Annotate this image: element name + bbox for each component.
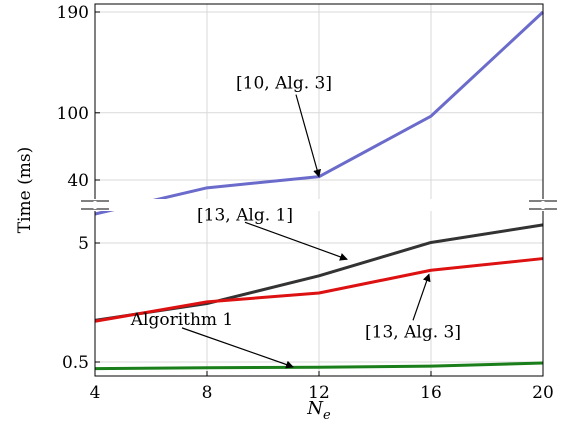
annotation-arrow <box>181 327 294 369</box>
x-tick-label: 20 <box>532 383 554 403</box>
x-tick-label: 12 <box>308 383 330 403</box>
annotation-label: [13, Alg. 3] <box>365 322 461 342</box>
annotation-label: [13, Alg. 1] <box>197 205 293 225</box>
y-tick-label: 0.5 <box>62 353 89 373</box>
y-tick-label: 5 <box>78 234 89 254</box>
x-axis-label-main: N <box>306 398 324 419</box>
x-tick-label: 8 <box>202 383 213 403</box>
x-tick-label: 4 <box>90 383 101 403</box>
annotation-label: Algorithm 1 <box>130 310 234 330</box>
x-axis-label-subscript: e <box>323 408 331 423</box>
axis-break-marks <box>81 199 557 211</box>
series-line-3 <box>94 361 544 371</box>
annotation-arrow <box>244 221 348 261</box>
annotation-arrow <box>295 94 321 178</box>
x-tick-label: 16 <box>420 383 442 403</box>
y-tick-label: 40 <box>67 171 89 191</box>
series-lines <box>94 10 545 371</box>
y-tick-label: 190 <box>57 3 89 23</box>
x-axis-label: Ne <box>306 398 331 423</box>
series-line-2 <box>94 257 544 323</box>
annotation-label: [10, Alg. 3] <box>236 74 332 94</box>
axis-break-gap <box>94 199 544 211</box>
y-axis-label: Time (ms) <box>15 147 35 233</box>
annotations: [10, Alg. 3] [13, Alg. 1] [13, Alg. 3] Algo… <box>130 74 461 369</box>
tick-labels: 4 8 12 16 20 40 100 190 5 0.5 <box>57 3 554 403</box>
y-tick-label: 100 <box>57 104 89 124</box>
annotation-arrow <box>412 273 431 321</box>
